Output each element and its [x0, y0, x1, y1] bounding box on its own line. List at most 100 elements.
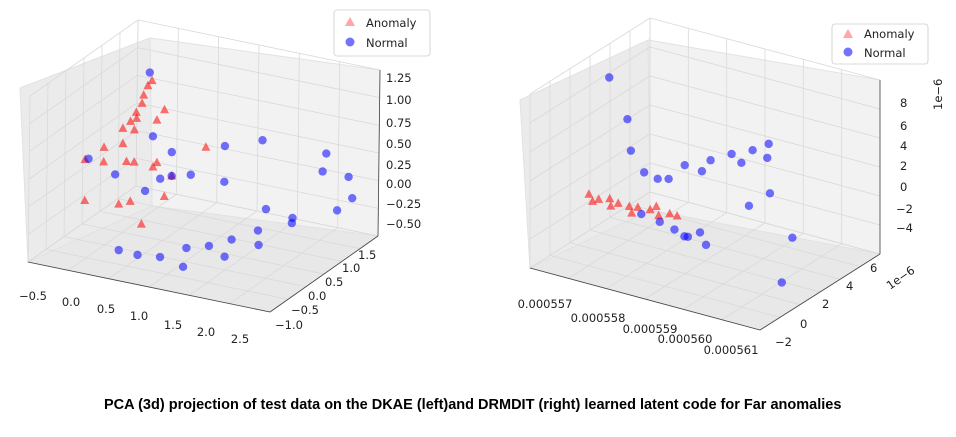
left-x-tick: −0.5	[19, 289, 47, 303]
left-normal-point	[220, 252, 229, 261]
right-x-tick: 0.000560	[658, 332, 713, 346]
left-anomaly-point	[201, 142, 211, 151]
left-normal-point	[253, 226, 263, 235]
left-normal-point	[167, 147, 176, 157]
right-anomaly-point	[651, 201, 661, 211]
left-anomaly-point	[159, 191, 169, 201]
right-y-tick: 2	[822, 297, 829, 311]
left-x-tick: 1.0	[130, 309, 148, 323]
left-anomaly-point	[148, 161, 158, 171]
right-legend-normal: Normal	[864, 46, 906, 60]
grid-line	[529, 46, 651, 124]
left-anomaly-point	[99, 156, 109, 166]
left-anomaly-point	[99, 142, 109, 151]
right-y-tick: −2	[775, 335, 792, 349]
left-anomaly-point	[118, 123, 128, 132]
right-normal-point	[680, 160, 689, 170]
left-x-tick: 1.5	[164, 318, 182, 332]
left-normal-point	[145, 68, 155, 77]
left-normal-point	[148, 132, 158, 141]
left-normal-point	[322, 149, 331, 158]
left-normal-point	[258, 136, 267, 145]
right-normal-point	[748, 146, 757, 155]
left-normal-point	[227, 235, 236, 244]
left-normal-point	[204, 241, 214, 251]
left-normal-point	[348, 193, 357, 203]
left-anomaly-point	[137, 98, 147, 107]
left-legend: Anomaly Normal	[333, 9, 431, 57]
right-normal-point	[727, 149, 736, 159]
left-anomaly-point	[139, 90, 149, 99]
left-z-tick: −0.50	[386, 217, 421, 231]
right-x-tick: 0.000558	[571, 311, 626, 325]
right-y-offset: 1e−6	[884, 263, 918, 292]
right-normal-point	[653, 174, 662, 184]
left-anomaly-point	[80, 195, 90, 205]
left-z-tick: −0.25	[386, 197, 421, 211]
right-anomaly-point	[594, 194, 604, 203]
right-normal-point	[695, 228, 705, 237]
left-normal-point	[182, 243, 191, 253]
left-normal-point	[140, 186, 150, 196]
left-y-tick: 1.0	[342, 261, 360, 275]
left-points	[80, 68, 357, 271]
left-y-ticks: −1.0 −0.5 0.0 0.5 1.0 1.5	[275, 248, 376, 332]
left-z-tick: 0.50	[386, 137, 412, 151]
right-anomaly-point	[584, 189, 594, 198]
right-anomaly-point	[605, 193, 615, 203]
right-normal-point	[664, 174, 673, 184]
right-legend: Anomaly Normal	[831, 23, 929, 65]
left-z-ticks: −0.50 −0.25 0.00 0.25 0.50 0.75 1.00 1.2…	[386, 71, 421, 231]
left-anomaly-point	[152, 115, 162, 124]
right-z-tick: 2	[900, 159, 907, 173]
right-z-tick: 4	[900, 139, 907, 153]
grid-line	[137, 47, 380, 99]
left-normal-point	[220, 141, 230, 151]
left-y-axis	[269, 235, 379, 313]
figure-caption: PCA (3d) projection of test data on the …	[104, 397, 842, 413]
left-normal-point	[220, 177, 229, 187]
right-x-tick: 0.000557	[518, 297, 573, 311]
right-points	[584, 73, 797, 287]
right-normal-point	[763, 153, 772, 163]
left-normal-point	[332, 206, 342, 215]
right-normal-point	[697, 167, 707, 176]
right-z-tick: −2	[896, 202, 913, 216]
left-x-tick: 0.5	[97, 302, 115, 316]
right-normal-point	[639, 168, 649, 177]
left-z-tick: 0.25	[386, 158, 412, 172]
left-normal-point	[167, 171, 176, 181]
figure: −0.5 0.0 0.5 1.0 1.5 2.0 2.5 −1.0 −0.5 0…	[19, 9, 945, 357]
right-normal-point	[744, 201, 754, 211]
right-z-tick: 8	[900, 96, 907, 110]
left-normal-point	[133, 250, 142, 260]
left-y-tick: −1.0	[275, 318, 303, 332]
right-normal-point	[623, 114, 632, 124]
left-y-tick: 0.0	[308, 289, 326, 303]
left-anomaly-point	[147, 75, 157, 85]
grid-line	[137, 19, 381, 71]
left-anomaly-point	[132, 113, 142, 122]
right-y-tick: 0	[800, 317, 807, 331]
left-normal-point	[84, 154, 93, 163]
right-z-tick: −4	[896, 221, 913, 235]
grid-line	[649, 191, 881, 255]
right-normal-point	[605, 73, 614, 82]
right-normal-point	[637, 209, 646, 219]
left-x-axis	[27, 261, 271, 313]
left-legend-normal: Normal	[366, 36, 408, 50]
left-normal-point	[254, 240, 263, 250]
right-anomaly-point	[606, 201, 616, 210]
right-normal-point	[701, 240, 711, 250]
right-anomaly-point	[627, 208, 637, 217]
left-normal-point	[110, 170, 120, 179]
left-normal-point	[156, 174, 165, 183]
right-x-ticks: 0.000557 0.000558 0.000559 0.000560 0.00…	[518, 297, 759, 357]
left-x-tick: 2.5	[231, 332, 249, 346]
grid-line	[649, 46, 881, 110]
right-y-axis	[759, 253, 881, 331]
left-anomaly-point	[131, 107, 141, 116]
right-anomaly-point	[654, 210, 664, 220]
left-anomaly-point	[143, 80, 153, 90]
right-normal-point	[777, 278, 786, 287]
